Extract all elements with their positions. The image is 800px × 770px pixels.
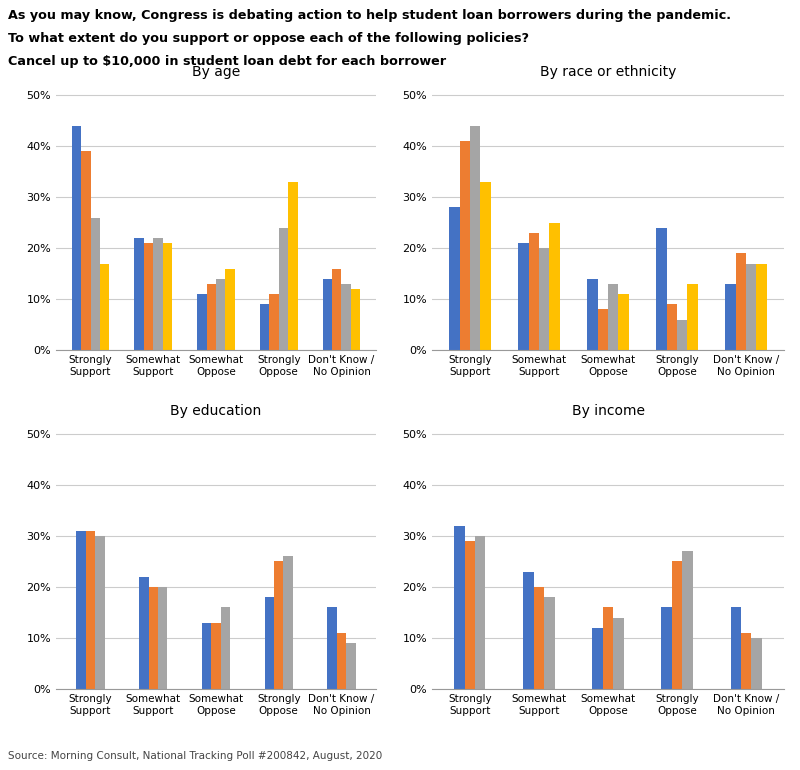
- Title: By income: By income: [571, 404, 645, 418]
- Bar: [593, 628, 603, 689]
- Bar: [72, 126, 81, 350]
- Bar: [95, 536, 105, 689]
- Bar: [206, 284, 216, 350]
- Bar: [346, 643, 356, 689]
- Bar: [265, 598, 274, 689]
- Bar: [613, 618, 623, 689]
- Bar: [144, 243, 154, 350]
- Title: By race or ethnicity: By race or ethnicity: [540, 65, 676, 79]
- Bar: [332, 269, 342, 350]
- Bar: [197, 294, 206, 350]
- Bar: [158, 587, 167, 689]
- Bar: [454, 526, 465, 689]
- Bar: [603, 608, 613, 689]
- Bar: [523, 571, 534, 689]
- Bar: [278, 228, 288, 350]
- Bar: [226, 269, 235, 350]
- Bar: [518, 243, 529, 350]
- Bar: [544, 598, 554, 689]
- Bar: [741, 633, 751, 689]
- Bar: [682, 551, 693, 689]
- Bar: [598, 310, 608, 350]
- Bar: [342, 284, 351, 350]
- Bar: [736, 253, 746, 350]
- Bar: [90, 217, 100, 350]
- Bar: [134, 238, 144, 350]
- Bar: [283, 556, 293, 689]
- Bar: [465, 541, 475, 689]
- Bar: [618, 294, 629, 350]
- Bar: [534, 587, 544, 689]
- Bar: [480, 182, 490, 350]
- Legend: White, Hispanic, Black, Other: White, Hispanic, Black, Other: [493, 436, 723, 446]
- Legend: 18 to 34, 35 to 44, 45 to 64, 65+: 18 to 34, 35 to 44, 45 to 64, 65+: [90, 436, 342, 446]
- Bar: [677, 320, 687, 350]
- Bar: [260, 304, 270, 350]
- Bar: [529, 233, 539, 350]
- Bar: [587, 279, 598, 350]
- Bar: [751, 638, 762, 689]
- Bar: [666, 304, 677, 350]
- Bar: [470, 126, 480, 350]
- Bar: [216, 279, 226, 350]
- Bar: [202, 623, 211, 689]
- Bar: [327, 608, 337, 689]
- Bar: [550, 223, 560, 350]
- Text: To what extent do you support or oppose each of the following policies?: To what extent do you support or oppose …: [8, 32, 529, 45]
- Bar: [76, 531, 86, 689]
- Bar: [162, 243, 172, 350]
- Bar: [539, 248, 550, 350]
- Bar: [221, 608, 230, 689]
- Bar: [475, 536, 486, 689]
- Text: As you may know, Congress is debating action to help student loan borrowers duri: As you may know, Congress is debating ac…: [8, 9, 731, 22]
- Bar: [211, 623, 221, 689]
- Bar: [450, 207, 460, 350]
- Bar: [687, 284, 698, 350]
- Text: Source: Morning Consult, National Tracking Poll #200842, August, 2020: Source: Morning Consult, National Tracki…: [8, 751, 382, 761]
- Bar: [322, 279, 332, 350]
- Bar: [154, 238, 162, 350]
- Text: Cancel up to $10,000 in student loan debt for each borrower: Cancel up to $10,000 in student loan deb…: [8, 55, 446, 69]
- Bar: [270, 294, 278, 350]
- Bar: [81, 151, 90, 350]
- Bar: [337, 633, 346, 689]
- Bar: [100, 263, 110, 350]
- Bar: [608, 284, 618, 350]
- Bar: [139, 577, 149, 689]
- Bar: [726, 284, 736, 350]
- Bar: [86, 531, 95, 689]
- Bar: [288, 182, 298, 350]
- Bar: [274, 561, 283, 689]
- Title: By age: By age: [192, 65, 240, 79]
- Bar: [656, 228, 666, 350]
- Bar: [730, 608, 741, 689]
- Bar: [460, 141, 470, 350]
- Bar: [756, 263, 766, 350]
- Bar: [662, 608, 672, 689]
- Title: By education: By education: [170, 404, 262, 418]
- Bar: [746, 263, 756, 350]
- Bar: [149, 587, 158, 689]
- Bar: [351, 289, 360, 350]
- Bar: [672, 561, 682, 689]
